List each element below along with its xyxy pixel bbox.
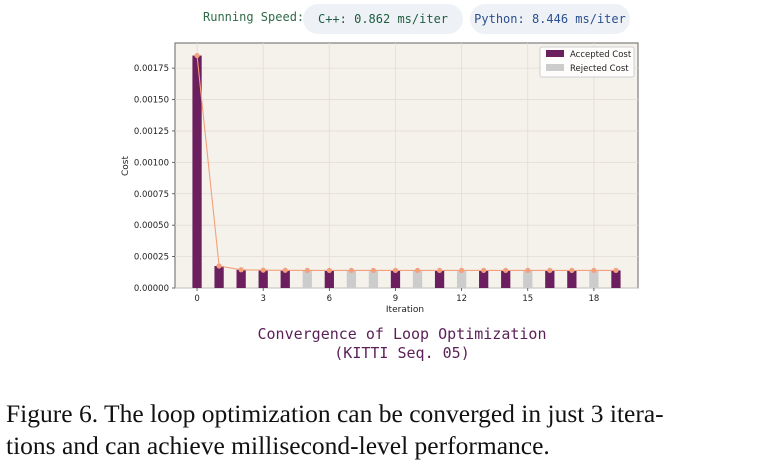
y-tick-label: 0.00075 bbox=[134, 190, 169, 200]
y-tick-label: 0.00150 bbox=[134, 96, 169, 106]
figure-caption: Figure 6. The loop optimization can be c… bbox=[6, 398, 756, 462]
trajectory-line bbox=[194, 52, 619, 274]
bar-series bbox=[192, 55, 621, 288]
cpp-speed-badge: C++: 0.862 ms/iter bbox=[303, 4, 463, 34]
x-tick-label: 0 bbox=[194, 294, 199, 304]
trajectory-point bbox=[194, 52, 200, 59]
y-tick-label: 0.00025 bbox=[134, 253, 169, 263]
legend: Accepted Cost Rejected Cost bbox=[539, 46, 635, 78]
trajectory-point bbox=[238, 267, 244, 273]
trajectory-point bbox=[547, 267, 553, 274]
y-tick-label: 0.00175 bbox=[134, 64, 169, 74]
x-tick-label: 15 bbox=[522, 294, 533, 304]
trajectory-point bbox=[503, 267, 509, 274]
plot-area bbox=[174, 42, 639, 289]
trajectory-point bbox=[436, 267, 443, 274]
trajectory-point bbox=[481, 267, 487, 274]
accepted-cost-bar bbox=[390, 270, 401, 288]
legend-swatch-rejected bbox=[546, 64, 564, 71]
trajectory-point bbox=[348, 267, 354, 274]
legend-label-rejected: Rejected Cost bbox=[570, 64, 629, 74]
trajectory-point bbox=[370, 267, 377, 274]
running-speed-label: Running Speed: bbox=[203, 10, 305, 24]
rejected-cost-bar bbox=[302, 270, 312, 288]
x-axis-ticks: 0 3 6 9 12 15 18 bbox=[194, 288, 599, 304]
figure-caption-line-1: Figure 6. The loop optimization can be c… bbox=[6, 399, 664, 428]
trajectory-point bbox=[591, 267, 597, 274]
trajectory-polyline bbox=[196, 55, 616, 271]
chart-subtitle: (KITTI Seq. 05) bbox=[334, 344, 470, 362]
x-tick-label: 6 bbox=[327, 294, 332, 304]
y-tick-label: 0.00050 bbox=[134, 221, 169, 231]
legend-label-accepted: Accepted Cost bbox=[570, 50, 632, 60]
x-axis-label: Iteration bbox=[386, 305, 424, 315]
trajectory-point bbox=[260, 267, 266, 273]
trajectory-point bbox=[216, 263, 222, 269]
y-axis-label: Cost bbox=[121, 156, 131, 176]
accepted-cost-bar bbox=[434, 270, 445, 288]
accepted-cost-bar bbox=[258, 270, 268, 288]
trajectory-point bbox=[613, 267, 619, 274]
trajectory-point bbox=[282, 267, 288, 273]
accepted-cost-bar bbox=[214, 266, 224, 288]
rejected-cost-bar bbox=[456, 270, 467, 288]
y-tick-label: 0.00125 bbox=[134, 127, 169, 137]
chart-title: Convergence of Loop Optimization bbox=[257, 325, 547, 343]
running-speed-row: Running Speed: C++: 0.862 ms/iter Python… bbox=[0, 4, 759, 34]
accepted-cost-bar bbox=[324, 270, 334, 288]
trajectory-point bbox=[414, 267, 421, 274]
legend-swatch-accepted bbox=[546, 50, 564, 57]
x-tick-label: 12 bbox=[456, 294, 467, 304]
y-axis-ticks: 0.00000 0.00025 0.00050 0.00075 0.00100 0.001… bbox=[134, 64, 175, 294]
accepted-cost-bar bbox=[479, 270, 489, 288]
trajectory-point bbox=[569, 267, 575, 274]
rejected-cost-bar bbox=[523, 270, 533, 288]
accepted-cost-bar bbox=[545, 270, 555, 288]
trajectory-point bbox=[304, 267, 310, 274]
x-tick-label: 18 bbox=[588, 294, 599, 304]
trajectory-point bbox=[326, 267, 332, 274]
accepted-cost-bar bbox=[280, 270, 290, 288]
python-speed-badge: Python: 8.446 ms/iter bbox=[470, 4, 630, 34]
x-tick-label: 3 bbox=[260, 294, 265, 304]
y-tick-label: 0.00100 bbox=[134, 158, 169, 168]
accepted-cost-bar bbox=[192, 55, 202, 288]
accepted-cost-bar bbox=[567, 270, 577, 288]
accepted-cost-bar bbox=[611, 270, 621, 288]
figure-caption-line-2: tions and can achieve millisecond-level … bbox=[6, 431, 550, 460]
grid-lines bbox=[175, 43, 638, 289]
rejected-cost-bar bbox=[368, 270, 379, 288]
cost-bar-chart: 0.00000 0.00025 0.00050 0.00075 0.00100 0.001… bbox=[121, 42, 639, 315]
accepted-cost-bar bbox=[501, 270, 511, 288]
accepted-cost-bar bbox=[236, 269, 246, 288]
rejected-cost-bar bbox=[346, 270, 357, 288]
y-tick-label: 0.00000 bbox=[134, 284, 169, 294]
x-tick-label: 9 bbox=[393, 294, 398, 304]
trajectory-point bbox=[525, 267, 531, 274]
rejected-cost-bar bbox=[589, 270, 599, 288]
trajectory-point bbox=[459, 267, 465, 274]
trajectory-point bbox=[392, 267, 399, 274]
rejected-cost-bar bbox=[412, 270, 423, 288]
